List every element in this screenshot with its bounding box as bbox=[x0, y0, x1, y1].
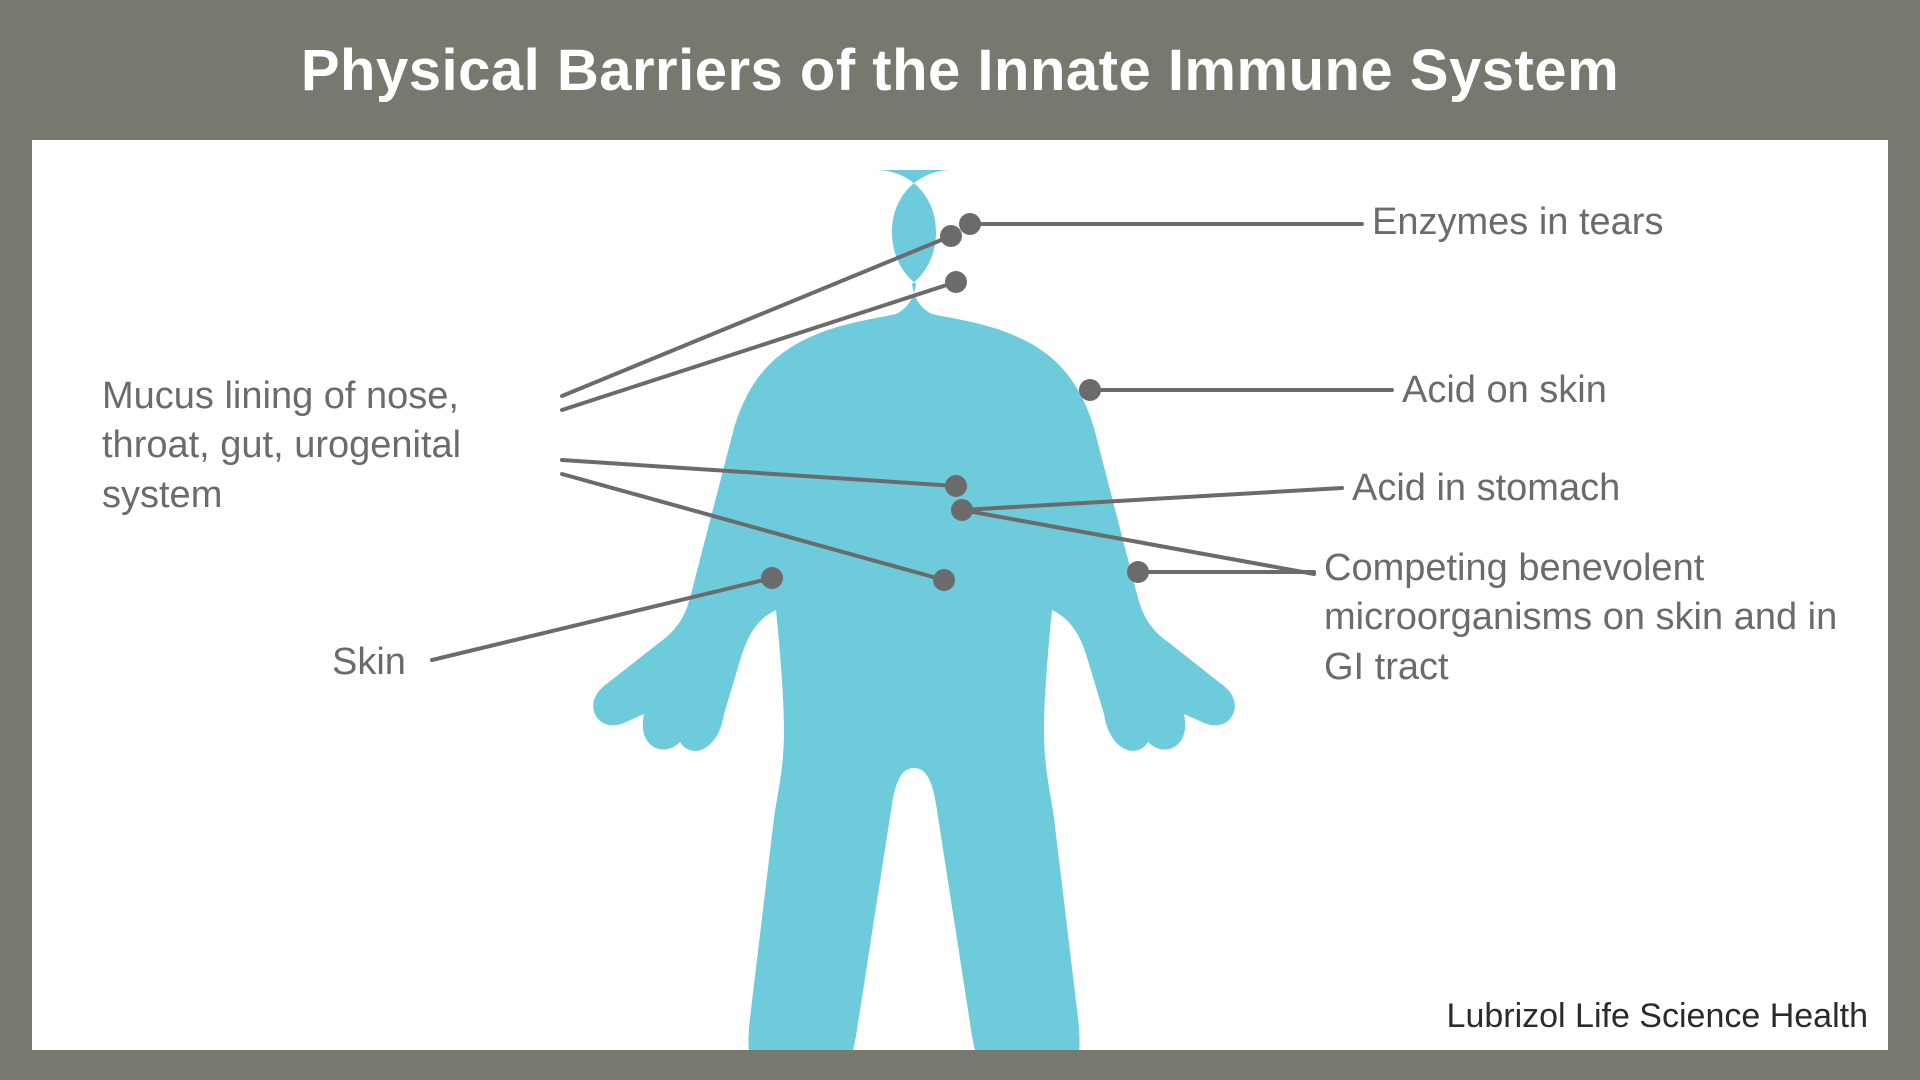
dot-groin bbox=[933, 569, 955, 591]
dot-shoulder bbox=[1079, 379, 1101, 401]
diagram-panel: Enzymes in tears Acid on skin Acid in st… bbox=[32, 140, 1888, 1050]
dot-stomach_up bbox=[945, 475, 967, 497]
label-acid-stomach: Acid in stomach bbox=[1352, 464, 1772, 513]
label-mucus: Mucus lining of nose, throat, gut, uroge… bbox=[102, 372, 562, 520]
dot-nose bbox=[940, 225, 962, 247]
dot-forearm_l bbox=[761, 567, 783, 589]
attribution-text: Lubrizol Life Science Health bbox=[1447, 997, 1868, 1036]
body-silhouette bbox=[593, 170, 1235, 1050]
label-enzymes: Enzymes in tears bbox=[1372, 198, 1832, 247]
label-acid-skin: Acid on skin bbox=[1402, 366, 1802, 415]
label-microorganisms: Competing benevolent microorganisms on s… bbox=[1324, 544, 1844, 692]
dot-stomach_lo bbox=[951, 499, 973, 521]
page-title: Physical Barriers of the Innate Immune S… bbox=[301, 37, 1619, 104]
label-skin: Skin bbox=[332, 638, 452, 687]
dot-forearm_r bbox=[1127, 561, 1149, 583]
title-bar: Physical Barriers of the Innate Immune S… bbox=[0, 0, 1920, 140]
dot-throat bbox=[945, 271, 967, 293]
infographic-root: Physical Barriers of the Innate Immune S… bbox=[0, 0, 1920, 1080]
dot-eye bbox=[959, 213, 981, 235]
